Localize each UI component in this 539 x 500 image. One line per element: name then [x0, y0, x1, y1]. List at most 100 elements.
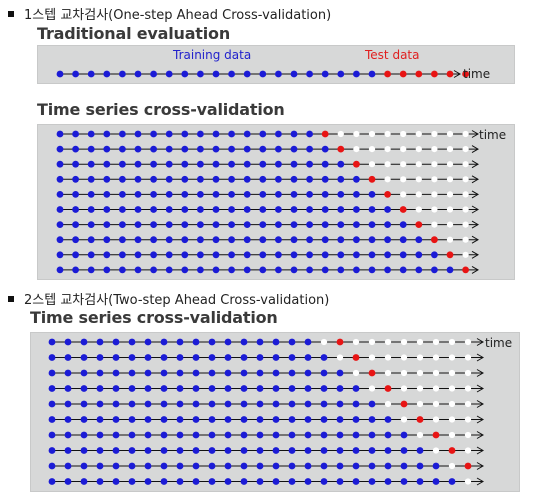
panel-cv2-row-8-point-1 — [64, 462, 72, 470]
panel-cv2-row-6-point-9 — [192, 431, 200, 439]
panel-cv2-row-4-point-15 — [288, 400, 296, 408]
panel-cv2-row-9-point-20 — [368, 478, 376, 485]
panel-cv2-row-2-point-4 — [112, 369, 120, 377]
trad-row-0-point-10 — [212, 70, 220, 78]
panel-cv1-row-3-point-2 — [87, 175, 95, 183]
panel-cv2-row-0-point-10 — [208, 338, 216, 346]
panel-cv1-row-9-point-7 — [165, 266, 173, 274]
panel-cv2-row-2-point-14 — [272, 369, 280, 377]
panel-cv1-row-2-point-13 — [259, 160, 267, 168]
panel-cv1-row-5-point-1 — [72, 206, 79, 213]
panel-cv1-row-6-point-18 — [337, 221, 345, 228]
panel-cv2-row-8-point-15 — [288, 462, 296, 470]
panel-cv1-row-9-point-25 — [446, 266, 454, 274]
panel-cv2-row-7-point-9 — [192, 447, 200, 454]
panel-cv1-row-1-point-8 — [181, 145, 189, 153]
panel-cv2-row-7-point-23 — [416, 447, 424, 454]
panel-cv1-row-5-point-8 — [181, 206, 189, 213]
panel-cv1-row-4-point-10 — [212, 191, 220, 198]
panel-cv1-row-7-point-20 — [368, 236, 376, 244]
cv1-time-axis-label: time — [479, 128, 507, 142]
panel-cv2-row-1-point-21 — [384, 354, 392, 361]
panel-cv1-row-4-point-24 — [431, 191, 438, 198]
panel-cv1-row-5-point-13 — [259, 206, 267, 213]
panel-cv2-row-0-point-18 — [336, 338, 344, 346]
panel-cv2-row-4-point-12 — [240, 400, 248, 408]
panel-cv1-row-9-point-9 — [197, 266, 204, 274]
panel-cv2-row-1-point-7 — [160, 354, 168, 361]
panel-cv2-row-7-point-24 — [432, 447, 440, 454]
panel-cv1-row-1-point-9 — [197, 145, 204, 153]
panel-cv1-row-4-point-11 — [228, 191, 236, 198]
panel-cv1-row-1-point-22 — [400, 146, 407, 153]
panel-cv2-row-3-point-26 — [464, 385, 472, 392]
panel-cv2-row-2-point-19 — [352, 369, 360, 377]
panel-cv2-row-9-point-9 — [192, 478, 200, 485]
panel-cv1-row-5-point-26 — [462, 206, 469, 213]
panel-cv2-row-8-point-9 — [192, 462, 200, 470]
panel-cv2-row-0-point-13 — [256, 338, 264, 346]
panel-cv1-row-3-point-11 — [228, 175, 236, 183]
panel-cv2-row-6-point-17 — [320, 431, 328, 439]
panel-cv2-row-3-point-24 — [432, 385, 440, 392]
panel-cv1-row-6-point-2 — [87, 221, 95, 228]
cv1-title: Time series cross-validation — [37, 100, 285, 119]
panel-cv2-row-4-point-20 — [368, 400, 376, 408]
panel-cv2-row-5-point-16 — [304, 416, 312, 423]
panel-cv2-row-6-point-24 — [432, 431, 440, 439]
panel-cv1-row-2-point-17 — [321, 160, 329, 168]
panel-cv1-row-6-point-8 — [181, 221, 189, 228]
trad-row-0-point-2 — [87, 70, 95, 78]
trad-row-0-point-14 — [275, 70, 282, 78]
panel-cv2-row-6-point-12 — [240, 431, 248, 439]
panel-cv2-row-2-point-11 — [224, 369, 232, 377]
panel-cv2-row-8-point-23 — [416, 462, 424, 470]
panel-cv1-row-8-point-9 — [197, 251, 204, 259]
panel-cv1-row-1-point-17 — [321, 145, 329, 153]
panel-cv2-row-9-point-14 — [272, 478, 280, 485]
panel-cv2-row-6-point-7 — [160, 431, 168, 439]
panel-cv2-row-8-point-19 — [352, 462, 360, 470]
panel-cv2-row-6-point-16 — [304, 431, 312, 439]
panel-cv1-row-1-point-4 — [119, 145, 126, 153]
panel-cv1-row-3-point-14 — [275, 175, 282, 183]
panel-cv2-row-1-point-3 — [96, 354, 104, 361]
panel-cv2-row-8-point-21 — [384, 462, 392, 470]
panel-cv2-row-1-point-8 — [176, 354, 184, 361]
section-2-heading: 2스텝 교차검사(Two-step Ahead Cross-validation… — [8, 289, 329, 308]
panel-cv2-row-3-point-20 — [368, 385, 376, 392]
panel-cv2-row-9-point-13 — [256, 478, 264, 485]
panel-cv2-row-4-point-18 — [336, 400, 344, 408]
panel-cv2-row-4-point-24 — [432, 400, 440, 408]
panel-cv2-row-0-point-11 — [224, 338, 232, 346]
panel-cv1-row-0-point-3 — [103, 130, 111, 138]
panel-cv1-row-6-point-12 — [243, 221, 251, 228]
panel-cv2-row-3-point-25 — [448, 385, 456, 392]
panel-cv2-row-2-point-1 — [64, 369, 72, 377]
panel-cv1-row-8-point-5 — [134, 251, 142, 259]
panel-cv1-row-9-point-24 — [431, 266, 438, 274]
panel-cv1-row-0-point-12 — [243, 130, 251, 138]
panel-cv1-row-9-point-10 — [212, 266, 220, 274]
panel-cv2-row-2-arrow-icon — [476, 369, 484, 377]
panel-cv1-row-7-point-11 — [228, 236, 236, 244]
panel-cv1-svg — [56, 130, 479, 274]
panel-cv2-row-4-point-13 — [256, 400, 264, 408]
panel-cv1-row-8-point-19 — [353, 251, 360, 259]
panel-cv2-row-7-arrow-icon — [476, 446, 484, 455]
panel-cv2-row-1-point-18 — [336, 354, 344, 361]
panel-cv1-row-9-arrow-icon — [471, 265, 479, 274]
panel-cv1-row-3-point-16 — [306, 175, 313, 183]
panel-cv2-row-5-point-5 — [128, 416, 136, 423]
panel-cv2-row-5-point-10 — [208, 416, 216, 423]
section-1-heading-text: 1스텝 교차검사(One-step Ahead Cross-validation… — [24, 8, 332, 23]
panel-cv1-row-4-point-21 — [384, 191, 391, 198]
panel-cv2-row-6-point-4 — [112, 431, 120, 439]
panel-cv1-row-1-point-5 — [134, 145, 142, 153]
panel-cv1-row-3-point-9 — [197, 175, 204, 183]
panel-cv1-row-3-point-5 — [134, 175, 142, 183]
panel-cv2-row-0-point-26 — [464, 338, 472, 346]
panel-cv1-row-8-point-8 — [181, 251, 189, 259]
panel-cv2-row-4-point-5 — [128, 400, 136, 408]
panel-cv1-row-8-point-6 — [150, 251, 157, 259]
